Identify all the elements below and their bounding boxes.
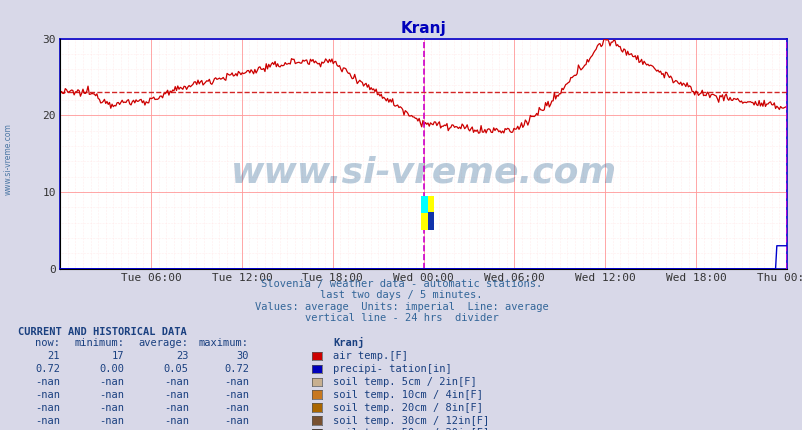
Text: -nan: -nan: [35, 428, 60, 430]
Text: soil temp. 10cm / 4in[F]: soil temp. 10cm / 4in[F]: [333, 390, 483, 400]
Text: 17: 17: [111, 351, 124, 361]
Text: Values: average  Units: imperial  Line: average: Values: average Units: imperial Line: av…: [254, 302, 548, 312]
Text: average:: average:: [139, 338, 188, 348]
Text: -nan: -nan: [224, 428, 249, 430]
Text: 0.72: 0.72: [224, 364, 249, 374]
Text: Slovenia / weather data - automatic stations.: Slovenia / weather data - automatic stat…: [261, 279, 541, 289]
Bar: [421, 196, 427, 213]
Text: Kranj: Kranj: [333, 337, 364, 348]
Text: -nan: -nan: [99, 402, 124, 413]
Text: last two days / 5 minutes.: last two days / 5 minutes.: [320, 290, 482, 300]
Text: 30: 30: [236, 351, 249, 361]
Text: 0.72: 0.72: [35, 364, 60, 374]
Text: -nan: -nan: [99, 415, 124, 426]
Text: -nan: -nan: [224, 415, 249, 426]
Text: soil temp. 30cm / 12in[F]: soil temp. 30cm / 12in[F]: [333, 415, 489, 426]
Text: -nan: -nan: [99, 377, 124, 387]
Bar: [421, 196, 434, 230]
Text: 21: 21: [47, 351, 60, 361]
Text: -nan: -nan: [35, 377, 60, 387]
Text: -nan: -nan: [224, 402, 249, 413]
Text: air temp.[F]: air temp.[F]: [333, 351, 407, 361]
Text: soil temp. 5cm / 2in[F]: soil temp. 5cm / 2in[F]: [333, 377, 476, 387]
Text: www.si-vreme.com: www.si-vreme.com: [230, 155, 616, 189]
Text: -nan: -nan: [224, 377, 249, 387]
Text: soil temp. 50cm / 20in[F]: soil temp. 50cm / 20in[F]: [333, 428, 489, 430]
Text: 23: 23: [176, 351, 188, 361]
Text: -nan: -nan: [164, 390, 188, 400]
Text: minimum:: minimum:: [75, 338, 124, 348]
Bar: [427, 212, 434, 230]
Text: soil temp. 20cm / 8in[F]: soil temp. 20cm / 8in[F]: [333, 402, 483, 413]
Text: -nan: -nan: [164, 402, 188, 413]
Text: -nan: -nan: [35, 390, 60, 400]
Text: vertical line - 24 hrs  divider: vertical line - 24 hrs divider: [304, 313, 498, 323]
Text: precipi- tation[in]: precipi- tation[in]: [333, 364, 452, 374]
Text: -nan: -nan: [224, 390, 249, 400]
Text: -nan: -nan: [164, 377, 188, 387]
Text: now:: now:: [35, 338, 60, 348]
Title: Kranj: Kranj: [400, 21, 446, 36]
Text: 0.00: 0.00: [99, 364, 124, 374]
Text: www.si-vreme.com: www.si-vreme.com: [3, 123, 13, 195]
Text: -nan: -nan: [99, 428, 124, 430]
Text: 0.05: 0.05: [164, 364, 188, 374]
Text: -nan: -nan: [99, 390, 124, 400]
Text: -nan: -nan: [35, 402, 60, 413]
Text: CURRENT AND HISTORICAL DATA: CURRENT AND HISTORICAL DATA: [18, 326, 186, 337]
Text: -nan: -nan: [35, 415, 60, 426]
Text: -nan: -nan: [164, 428, 188, 430]
Text: maximum:: maximum:: [199, 338, 249, 348]
Text: -nan: -nan: [164, 415, 188, 426]
